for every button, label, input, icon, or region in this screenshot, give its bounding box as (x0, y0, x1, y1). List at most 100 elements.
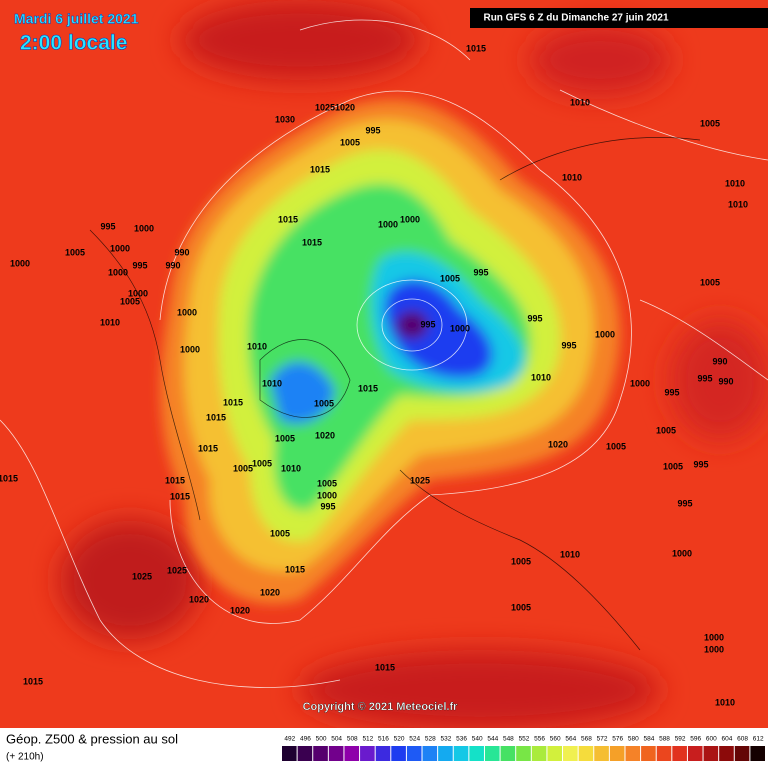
scale-swatch (391, 746, 406, 761)
scale-label: 572 (597, 736, 608, 743)
isobar-label: 1010 (728, 199, 748, 209)
footer-title: Géop. Z500 & pression au sol (6, 731, 178, 746)
isobar-label: 1015 (466, 43, 486, 53)
field (0, 0, 768, 730)
isobar-label: 1005 (233, 463, 253, 473)
isobar-label: 1010 (560, 549, 580, 559)
run-box (470, 8, 768, 28)
isobar-label: 995 (473, 267, 488, 277)
isobar-label: 1020 (315, 430, 335, 440)
isobar-label: 1015 (170, 491, 190, 501)
isobar-label: 1000 (10, 258, 30, 268)
isobar-labels: 1015 1030 1025 1020 995 1005 1010 1005 1010 1010 1… (0, 43, 748, 707)
scale-label: 608 (737, 736, 748, 743)
scale-label: 612 (753, 736, 764, 743)
scale-swatch (547, 746, 563, 761)
isobar-label: 1015 (278, 214, 298, 224)
scale-swatch (516, 746, 531, 761)
scale-swatch (422, 746, 438, 761)
isobar-label: 1000 (450, 323, 470, 333)
scale-label: 580 (628, 736, 639, 743)
isobar-label: 1005 (511, 602, 531, 612)
isobar-label: 990 (174, 247, 189, 257)
isobar-label: 1010 (715, 697, 735, 707)
scale-label: 584 (643, 736, 654, 743)
isobar-label: 1010 (247, 341, 267, 351)
scale-swatch (578, 746, 594, 761)
scale-label: 540 (472, 736, 483, 743)
isobar-label: 1015 (223, 397, 243, 407)
isobar-label: 1005 (606, 441, 626, 451)
isobar-label: 1015 (198, 443, 218, 453)
scale-label: 504 (331, 736, 342, 743)
scale-swatch (375, 746, 391, 761)
isobar-label: 1000 (110, 243, 130, 253)
scale-swatch (563, 746, 578, 761)
scale-swatch (625, 746, 641, 761)
isobar-label: 1015 (375, 662, 395, 672)
isobar-label: 1000 (400, 214, 420, 224)
isobar-label: 1030 (275, 114, 295, 124)
isobar-label: 1025 (167, 565, 187, 575)
isobar-label: 995 (664, 387, 679, 397)
isobar-label: 1005 (663, 461, 683, 471)
footer-lead: (+ 210h) (6, 752, 44, 763)
header: Mardi 6 juillet 2021 2:00 locale Run GFS… (14, 8, 768, 713)
scale-swatch (687, 746, 703, 761)
isobar-label: 1020 (230, 605, 250, 615)
scale-swatch (344, 746, 360, 761)
isobar-label: 1015 (0, 473, 18, 483)
scale-swatch (750, 746, 765, 761)
isobar-label: 1000 (630, 378, 650, 388)
scale-label: 520 (394, 736, 405, 743)
isobar-label: 1010 (100, 317, 120, 327)
scale-swatch (609, 746, 625, 761)
isobar-label: 1005 (317, 478, 337, 488)
scale-label: 548 (503, 736, 514, 743)
isobar-label: 990 (712, 356, 727, 366)
scale-swatch (719, 746, 734, 761)
isobar-label: 1000 (134, 223, 154, 233)
isobar-label: 1015 (310, 164, 330, 174)
scale-swatch (500, 746, 516, 761)
isobar-label: 1005 (340, 137, 360, 147)
scale-swatch (438, 746, 453, 761)
scale-label: 492 (284, 736, 295, 743)
scale-swatch (672, 746, 687, 761)
scale-label: 496 (300, 736, 311, 743)
scale-swatch (313, 746, 328, 761)
isobar-label: 995 (100, 221, 115, 231)
scale-swatch (297, 746, 313, 761)
copyright: Copyright © 2021 Meteociel.fr (303, 701, 459, 713)
date: Mardi 6 juillet 2021 (14, 11, 139, 27)
isobar-label: 1005 (252, 458, 272, 468)
scale-label: 576 (612, 736, 623, 743)
scale-label: 604 (722, 736, 733, 743)
scale-label: 544 (487, 736, 498, 743)
scale-swatch (641, 746, 656, 761)
scale-label: 528 (425, 736, 436, 743)
isobar-label: 1010 (531, 372, 551, 382)
isobar-label: 1025 (410, 475, 430, 485)
isobar-label: 1000 (595, 329, 615, 339)
scale-label: 512 (362, 736, 373, 743)
isobar-label: 1005 (700, 118, 720, 128)
isobar-label: 1005 (511, 556, 531, 566)
scale-swatch (282, 746, 297, 761)
isobar-label: 995 (677, 498, 692, 508)
isobar-label: 1005 (700, 277, 720, 287)
isobar-label: 1020 (189, 594, 209, 604)
isobar-label: 995 (320, 501, 335, 511)
scale-swatch (406, 746, 422, 761)
isobar-label: 1000 (317, 490, 337, 500)
isobar-label: 995 (693, 459, 708, 469)
isobar-label: 1000 (108, 267, 128, 277)
scale-label: 596 (690, 736, 701, 743)
isobar-label: 1015 (165, 475, 185, 485)
scale-label: 564 (565, 736, 576, 743)
isobar-label: 1005 (65, 247, 85, 257)
isobar-label: 1020 (335, 102, 355, 112)
isobar-label: 995 (132, 260, 147, 270)
scale-swatch (703, 746, 719, 761)
